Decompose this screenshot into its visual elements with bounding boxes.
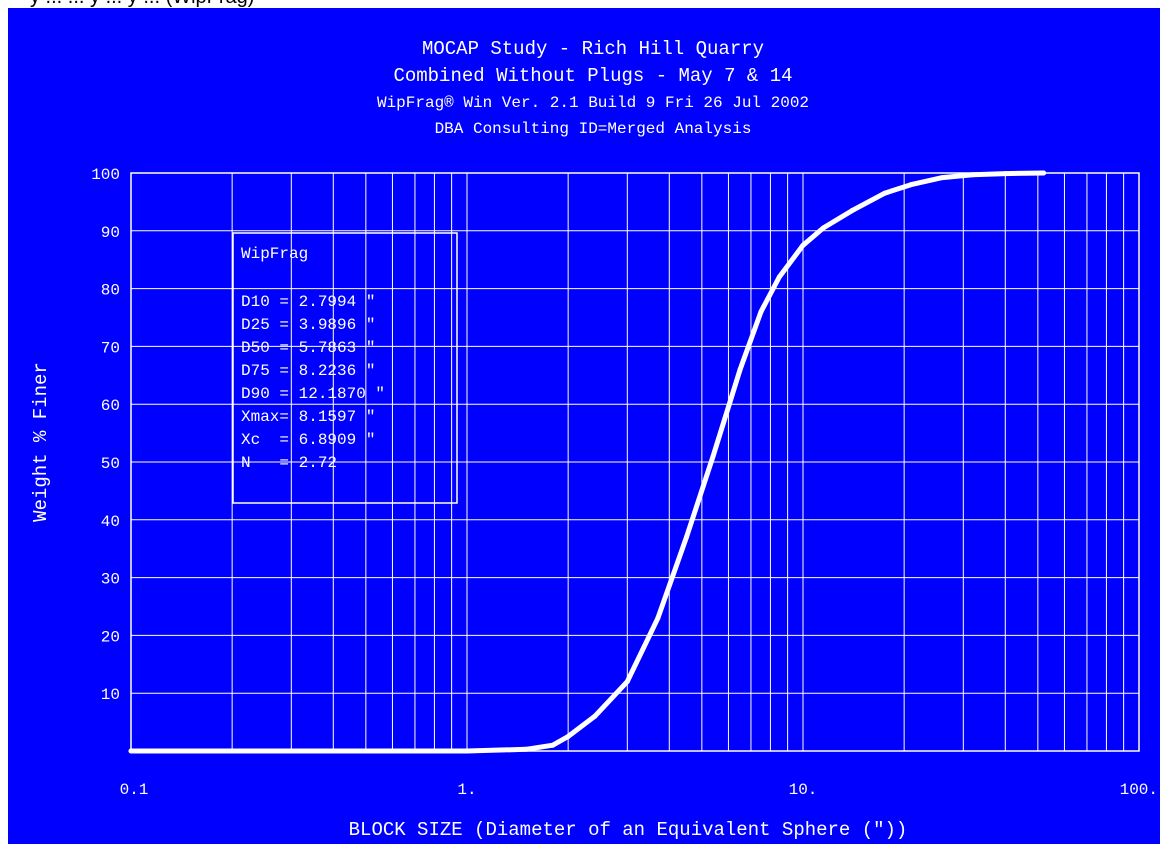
x-tick-label: 10. xyxy=(789,781,818,799)
x-axis-label: BLOCK SIZE (Diameter of an Equivalent Sp… xyxy=(349,819,908,841)
data-point xyxy=(464,748,470,754)
chart-background xyxy=(8,8,1160,844)
data-point xyxy=(776,274,782,280)
data-point xyxy=(908,182,914,188)
legend-line: D90 = 12.1870 " xyxy=(241,385,385,403)
page-header-fragment: y ... ... y ... y ... (WipFrag) xyxy=(0,0,1160,8)
legend-line: Xc = 6.8909 " xyxy=(241,431,375,449)
series xyxy=(128,170,1047,754)
data-point xyxy=(758,309,764,315)
y-axis-label: Weight % Finer xyxy=(30,362,52,522)
y-tick-label: 100 xyxy=(91,166,120,184)
data-point xyxy=(939,175,945,181)
data-point xyxy=(820,225,826,231)
data-line xyxy=(128,170,1047,754)
grid xyxy=(130,172,1140,752)
data-point xyxy=(565,734,571,740)
chart-svg: MOCAP Study - Rich Hill Quarry Combined W… xyxy=(8,8,1160,844)
data-point xyxy=(523,746,529,752)
data-point xyxy=(737,367,743,373)
y-tick-label: 90 xyxy=(101,224,120,242)
data-point xyxy=(882,190,888,196)
data-point xyxy=(683,534,689,540)
legend-line: D25 = 3.9896 " xyxy=(241,316,375,334)
data-point xyxy=(1002,171,1008,177)
x-tick-label: 1. xyxy=(457,781,476,799)
chart-title: MOCAP Study - Rich Hill Quarry Combined W… xyxy=(377,38,809,138)
legend-title: WipFrag xyxy=(241,245,308,263)
chart-title-line: MOCAP Study - Rich Hill Quarry xyxy=(422,38,764,60)
y-tick-label: 30 xyxy=(101,571,120,589)
data-point xyxy=(710,453,716,459)
chart-title-line: WipFrag® Win Ver. 2.1 Build 9 Fri 26 Jul… xyxy=(377,94,809,112)
x-tick-label: 0.1 xyxy=(120,781,149,799)
data-point xyxy=(592,713,598,719)
data-point xyxy=(1041,170,1047,176)
y-tick-label: 40 xyxy=(101,513,120,531)
y-tick-label: 10 xyxy=(101,686,120,704)
data-point xyxy=(550,742,556,748)
data-point xyxy=(624,679,630,685)
data-point xyxy=(655,615,661,621)
x-tick-label: 100. xyxy=(1120,781,1158,799)
legend-box: WipFrag D10 = 2.7994 " D25 = 3.9896 " D50 =… xyxy=(232,232,458,504)
data-point xyxy=(128,748,134,754)
y-tick-label: 60 xyxy=(101,397,120,415)
y-tick-label: 20 xyxy=(101,628,120,646)
y-tick-labels: 10 20 30 40 50 60 70 80 90 100 xyxy=(91,166,120,704)
x-tick-labels: 0.1 1. 10. 100. xyxy=(120,781,1158,799)
page-header-text: y ... ... y ... y ... (WipFrag) xyxy=(30,0,254,8)
legend-line: D50 = 5.7863 " xyxy=(241,339,375,357)
legend-line: Xmax= 8.1597 " xyxy=(241,408,375,426)
legend-line: D75 = 8.2236 " xyxy=(241,362,375,380)
chart-panel: MOCAP Study - Rich Hill Quarry Combined W… xyxy=(8,8,1160,844)
y-tick-label: 80 xyxy=(101,282,120,300)
legend-line: D10 = 2.7994 " xyxy=(241,293,375,311)
y-tick-label: 50 xyxy=(101,455,120,473)
legend-frame xyxy=(232,232,458,504)
chart-title-line: Combined Without Plugs - May 7 & 14 xyxy=(393,65,792,87)
data-point xyxy=(849,208,855,214)
data-point xyxy=(800,242,806,248)
data-point xyxy=(970,172,976,178)
chart-title-line: DBA Consulting ID=Merged Analysis xyxy=(435,120,752,138)
y-tick-label: 70 xyxy=(101,339,120,357)
legend-line: N = 2.72 xyxy=(241,454,337,472)
